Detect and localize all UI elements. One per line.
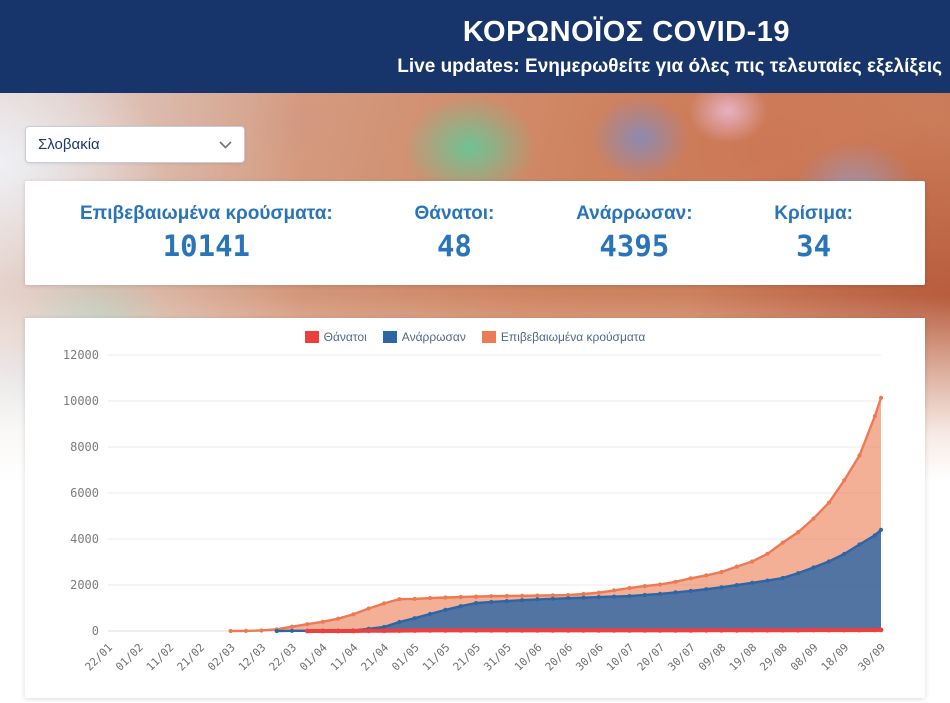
svg-text:10/06: 10/06 [512, 641, 545, 674]
svg-text:30/07: 30/07 [665, 641, 698, 674]
stat-critical-label: Κρίσιμα: [774, 203, 853, 224]
legend-label: Θάνατοι [323, 330, 367, 344]
svg-text:02/03: 02/03 [205, 641, 238, 674]
stats-card: Επιβεβαιωμένα κρούσματα: 10141 Θάνατοι: … [25, 181, 925, 285]
svg-text:31/05: 31/05 [481, 641, 514, 674]
svg-text:20/07: 20/07 [635, 641, 668, 674]
chevron-down-icon [219, 140, 232, 149]
svg-text:19/08: 19/08 [727, 641, 760, 674]
svg-text:2000: 2000 [70, 578, 99, 592]
svg-text:8000: 8000 [70, 440, 99, 454]
svg-text:10000: 10000 [63, 394, 99, 408]
svg-text:20/06: 20/06 [543, 641, 576, 674]
country-dropdown[interactable]: Σλοβακία [25, 126, 245, 163]
chart-legend: Θάνατοι Ανάρρωσαν Επιβεβαιωμένα κρούσματα [25, 330, 925, 344]
svg-text:01/04: 01/04 [297, 641, 330, 674]
country-dropdown-value: Σλοβακία [38, 136, 100, 153]
svg-text:22/03: 22/03 [267, 641, 300, 674]
stat-critical-value: 34 [796, 229, 832, 263]
legend-swatch-icon [304, 331, 319, 343]
svg-text:30/09: 30/09 [856, 641, 889, 674]
stat-confirmed-value: 10141 [162, 229, 251, 263]
stat-recovered-value: 4395 [599, 229, 670, 263]
svg-text:4000: 4000 [70, 532, 99, 546]
legend-item-1[interactable]: Ανάρρωσαν [382, 330, 466, 344]
stat-confirmed-label: Επιβεβαιωμένα κρούσματα: [80, 203, 333, 224]
stat-confirmed: Επιβεβαιωμένα κρούσματα: 10141 [80, 203, 333, 263]
svg-text:01/02: 01/02 [113, 641, 146, 674]
chart-card: Θάνατοι Ανάρρωσαν Επιβεβαιωμένα κρούσματα … [25, 318, 925, 698]
svg-text:21/05: 21/05 [451, 641, 484, 674]
stat-critical: Κρίσιμα: 34 [774, 203, 853, 263]
header: ΚΟΡΩΝΟΪΟΣ COVID-19 Live updates: Ενημερω… [0, 0, 950, 93]
legend-label: Επιβεβαιωμένα κρούσματα [500, 330, 646, 344]
svg-text:21/02: 21/02 [175, 641, 208, 674]
stat-recovered: Ανάρρωσαν: 4395 [576, 203, 692, 263]
svg-text:30/06: 30/06 [573, 641, 606, 674]
legend-swatch-icon [382, 331, 397, 343]
legend-label: Ανάρρωσαν [401, 330, 466, 344]
svg-text:21/04: 21/04 [359, 641, 392, 674]
svg-text:6000: 6000 [70, 486, 99, 500]
stat-recovered-label: Ανάρρωσαν: [576, 203, 693, 224]
svg-text:12/03: 12/03 [236, 641, 269, 674]
legend-item-2[interactable]: Επιβεβαιωμένα κρούσματα [481, 330, 646, 344]
svg-text:09/08: 09/08 [696, 641, 729, 674]
page-title: ΚΟΡΩΝΟΪΟΣ COVID-19 [462, 15, 790, 48]
legend-item-0[interactable]: Θάνατοι [304, 330, 367, 344]
covid-chart: 02000400060008000100001200022/0101/0211/… [63, 348, 889, 674]
stat-deaths-value: 48 [436, 229, 472, 263]
svg-text:18/09: 18/09 [819, 641, 852, 674]
legend-swatch-icon [481, 331, 496, 343]
svg-text:12000: 12000 [63, 348, 99, 362]
svg-text:11/04: 11/04 [328, 641, 361, 674]
page-subtitle: Live updates: Ενημερωθείτε για όλες πις … [397, 55, 942, 77]
svg-text:10/07: 10/07 [604, 641, 637, 674]
svg-text:29/08: 29/08 [757, 641, 790, 674]
svg-text:0: 0 [92, 624, 99, 638]
stat-deaths-label: Θάνατοι: [414, 203, 495, 224]
stat-deaths: Θάνατοι: 48 [414, 203, 494, 263]
svg-text:08/09: 08/09 [788, 641, 821, 674]
svg-text:11/05: 11/05 [420, 641, 453, 674]
svg-text:01/05: 01/05 [389, 641, 422, 674]
svg-text:11/02: 11/02 [144, 641, 177, 674]
svg-text:22/01: 22/01 [83, 641, 116, 674]
